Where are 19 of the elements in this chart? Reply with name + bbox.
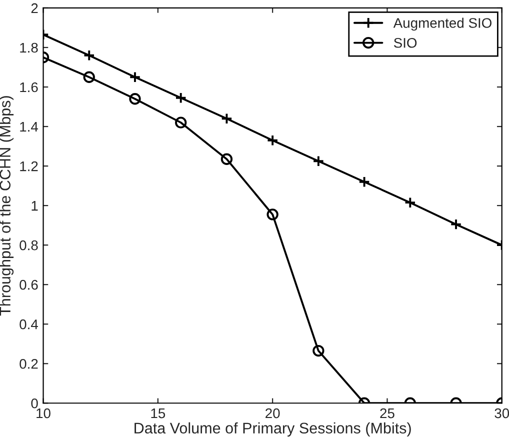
y-tick-label: 1	[32, 201, 38, 211]
y-tick-label: 0.2	[20, 358, 38, 369]
x-tick-label: 20	[266, 408, 280, 418]
y-tick-label: 1.4	[20, 122, 38, 132]
x-tick-label: 10	[36, 408, 50, 418]
y-tick-label: 0	[31, 398, 38, 408]
y-tick-label: 0.4	[20, 319, 38, 330]
y-tick-label: 2	[31, 3, 38, 14]
x-axis-title: Data Volume of Primary Sessions (Mbits)	[134, 422, 411, 437]
y-tick-label: 0.6	[20, 280, 38, 290]
y-tick-label: 1.2	[20, 161, 38, 172]
legend-label: SIO	[394, 38, 417, 48]
y-tick-label: 1.6	[20, 82, 38, 92]
y-tick-label: 0.8	[20, 240, 38, 250]
x-tick-label: 15	[151, 408, 166, 418]
x-tick-label: 25	[380, 408, 394, 418]
y-tick-label: 1.8	[20, 42, 38, 53]
x-tick-label: 30	[494, 408, 509, 418]
legend-label: Augmented SIO	[393, 18, 492, 31]
